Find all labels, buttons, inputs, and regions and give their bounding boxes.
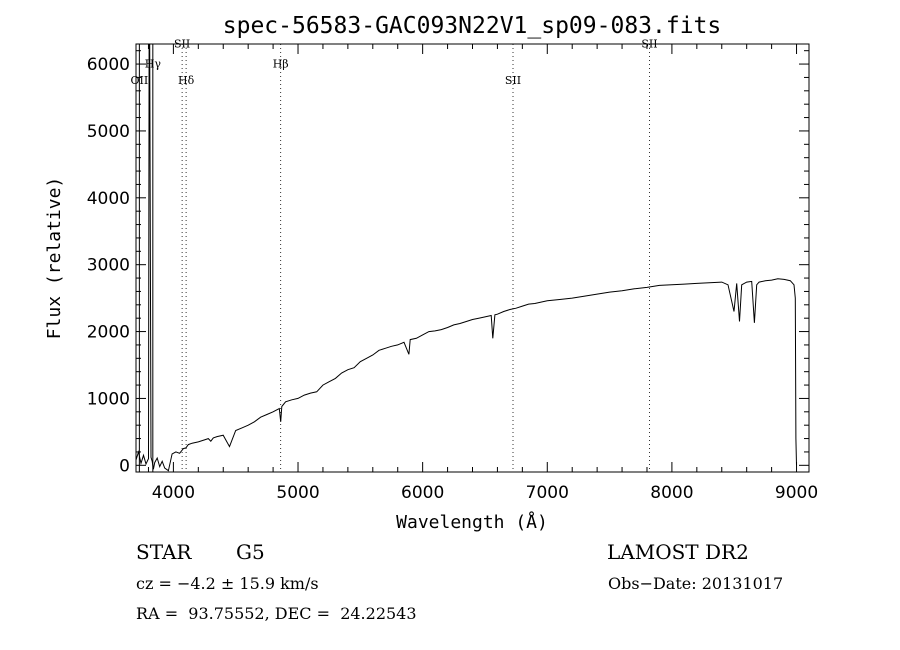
x-tick-label: 4000 — [152, 483, 195, 503]
x-tick-label: 8000 — [650, 483, 693, 503]
y-tick-label: 5000 — [87, 122, 130, 142]
y-tick-label: 2000 — [87, 323, 130, 343]
object-class: STAR — [136, 540, 192, 564]
plot-area: 4000 5000 6000 7000 8000 9000 0 1000 2000 3000 400… — [87, 37, 818, 503]
x-tick-label: 5000 — [276, 483, 319, 503]
y-tick-label: 4000 — [87, 189, 130, 209]
y-tick-label: 3000 — [87, 256, 130, 276]
plot-frame — [135, 43, 810, 473]
redshift-text: cz = −4.2 ± 15.9 km/s — [136, 574, 319, 593]
y-tick-label: 1000 — [87, 389, 130, 409]
object-subclass: G5 — [236, 540, 265, 564]
x-axis-label: Wavelength (Å) — [396, 511, 548, 533]
x-tick-label: 9000 — [775, 483, 818, 503]
y-tick-label: 0 — [119, 456, 130, 476]
survey-label: LAMOST DR2 — [607, 540, 749, 564]
coordinates-text: RA = 93.75552, DEC = 24.22543 — [136, 604, 417, 623]
line-marker-label: Hγ — [145, 57, 162, 70]
line-marker-label: Hδ — [178, 74, 195, 87]
line-marker-label: SII — [505, 74, 521, 87]
line-marker-label: Hβ — [273, 57, 289, 70]
line-marker-label: SII — [174, 37, 190, 50]
obs-date-text: Obs−Date: 20131017 — [608, 574, 784, 593]
y-axis-label: Flux (relative) — [44, 177, 65, 340]
spectrum-line — [135, 43, 797, 472]
line-marker-label: SII — [641, 37, 657, 50]
chart-title: spec-56583-GAC093N22V1_sp09-083.fits — [223, 13, 722, 39]
y-tick-label: 6000 — [87, 55, 130, 75]
x-tick-label: 6000 — [401, 483, 444, 503]
x-tick-label: 7000 — [526, 483, 569, 503]
line-marker-label: OII — [131, 74, 149, 87]
